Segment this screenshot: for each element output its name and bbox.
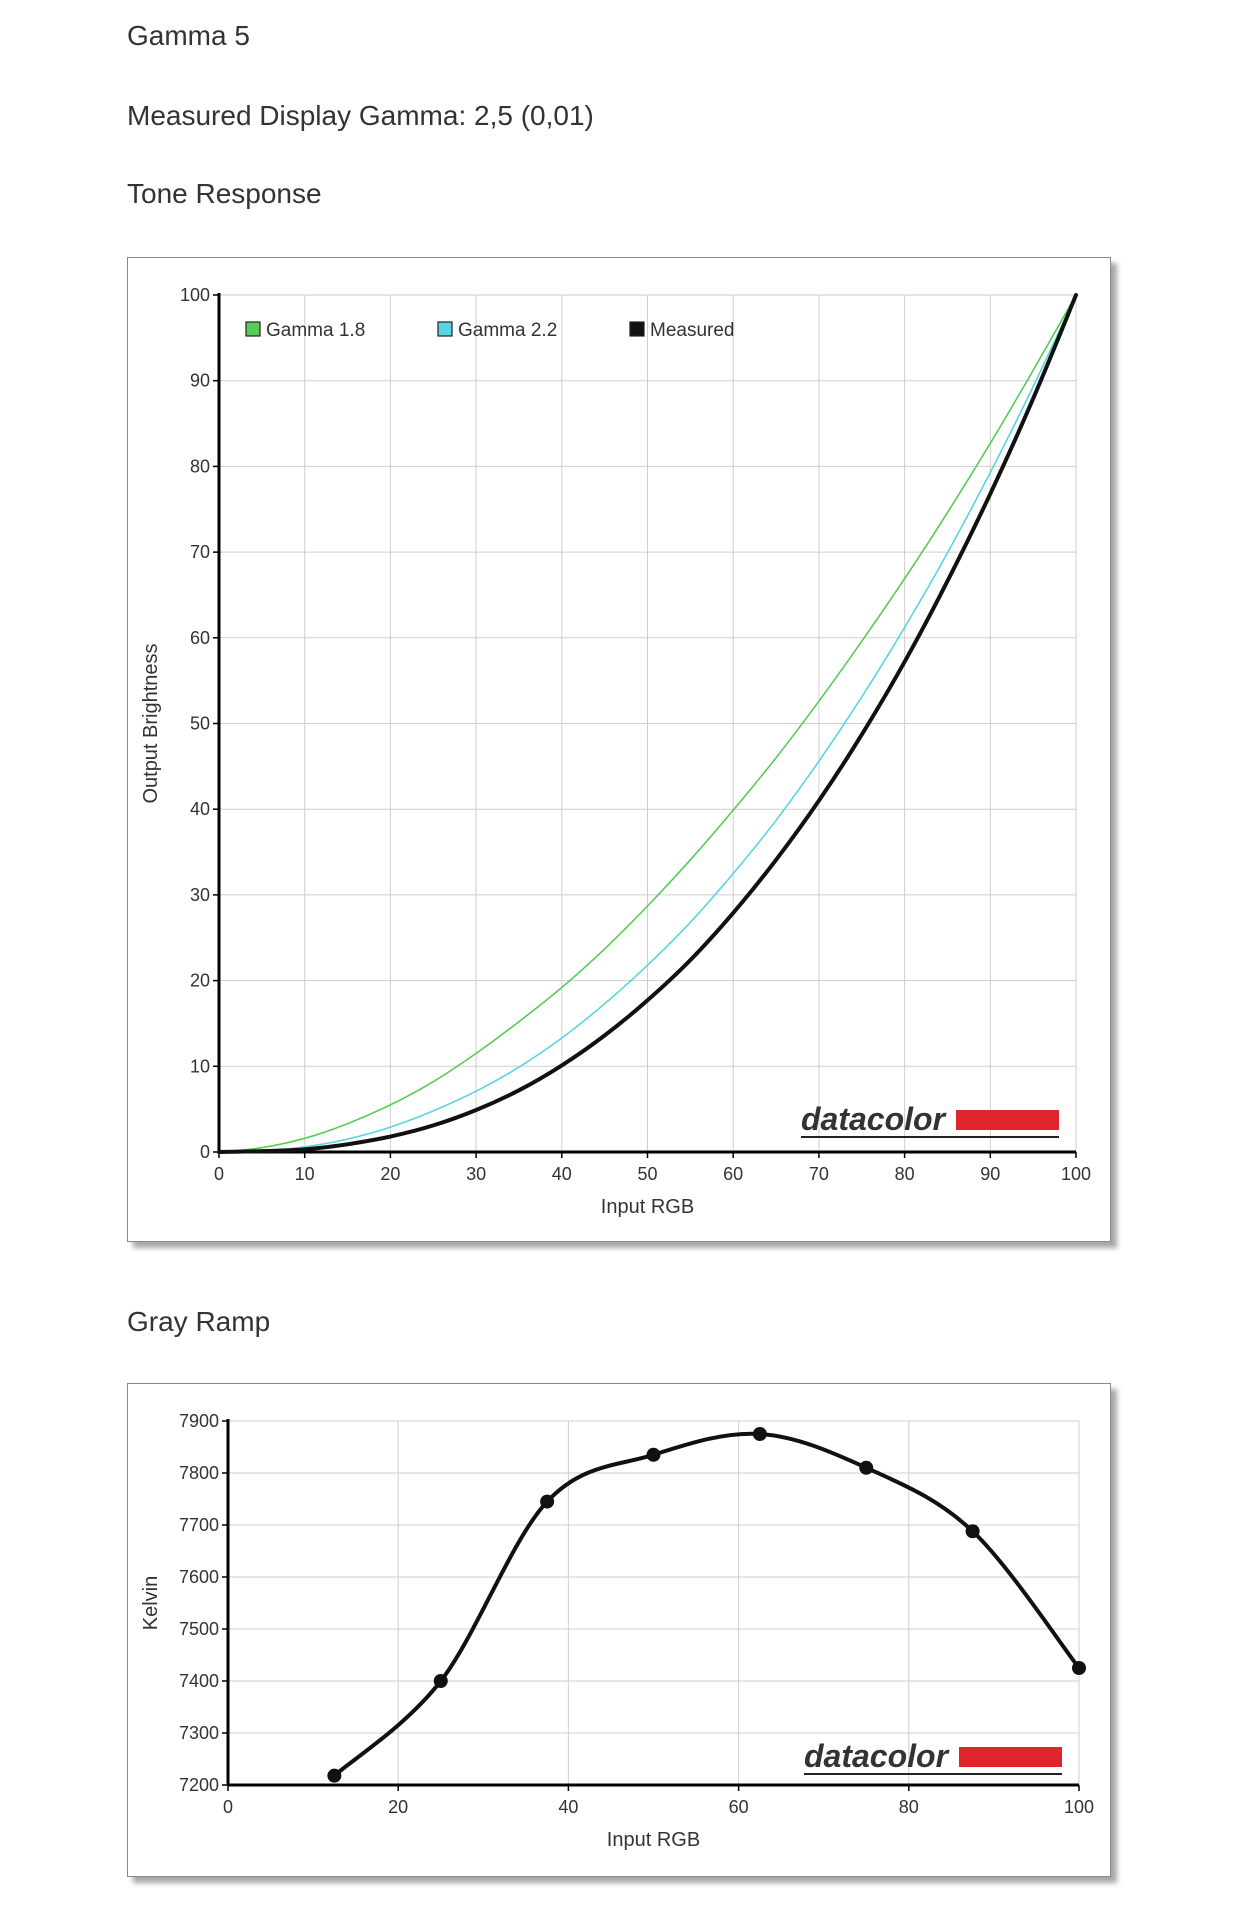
series-line-kelvin — [332, 1431, 1081, 1778]
y-axis-title: Kelvin — [140, 1576, 162, 1630]
x-tick-label: 40 — [558, 1797, 578, 1817]
watermark-logo-bar — [959, 1747, 1062, 1767]
tone-response-heading: Tone Response — [127, 178, 322, 209]
watermark-logo-text: datacolor — [801, 1101, 947, 1137]
x-tick-label: 100 — [1064, 1797, 1094, 1817]
y-tick-label: 7700 — [179, 1515, 219, 1535]
x-tick-label: 70 — [809, 1164, 829, 1184]
legend-label: Measured — [650, 320, 735, 341]
y-tick-label: 7900 — [179, 1411, 219, 1431]
y-tick-label: 100 — [180, 285, 210, 305]
gray-ramp-chart: datacolor 0 20 40 60 80 100 7200 7300 7400 7500 760… — [140, 1411, 1094, 1851]
data-point — [433, 1674, 448, 1688]
data-point — [646, 1447, 661, 1462]
legend-swatch — [245, 321, 261, 337]
series-line-gamma-1-8 — [218, 294, 1077, 1153]
x-tick-label: 50 — [637, 1164, 657, 1184]
x-tick-label: 90 — [980, 1164, 1000, 1184]
tone-response-panel: datacolor 0 10 20 30 40 50 60 70 80 90 100 0 10 20 30 40… — [127, 257, 1111, 1242]
y-tick-label: 10 — [190, 1056, 210, 1076]
gray-ramp-panel: datacolor 0 20 40 60 80 100 7200 7300 7400 7500 760… — [127, 1383, 1111, 1877]
y-tick-label: 7800 — [179, 1463, 219, 1483]
series-line-measured — [217, 293, 1078, 1154]
y-tick-label: 90 — [190, 371, 210, 391]
data-point — [965, 1524, 980, 1539]
data-point — [540, 1494, 555, 1509]
y-tick-label: 60 — [190, 628, 210, 648]
legend-label: Gamma 2.2 — [458, 320, 557, 341]
x-tick-label: 40 — [552, 1164, 572, 1184]
x-tick-label: 60 — [723, 1164, 743, 1184]
x-axis-title: Input RGB — [601, 1196, 694, 1218]
x-tick-label: 0 — [214, 1164, 224, 1184]
x-axis-title: Input RGB — [607, 1829, 700, 1851]
y-tick-label: 20 — [190, 971, 210, 991]
x-tick-label: 20 — [388, 1797, 408, 1817]
data-point — [327, 1768, 342, 1783]
page-title: Gamma 5 — [127, 20, 250, 51]
series-line-gamma-2-2 — [218, 294, 1077, 1153]
y-tick-label: 80 — [190, 456, 210, 476]
legend-swatch — [629, 321, 645, 337]
data-point — [1072, 1661, 1086, 1675]
gray-ramp-heading: Gray Ramp — [127, 1306, 271, 1337]
legend-swatch — [437, 321, 453, 337]
measured-gamma-text: Measured Display Gamma: 2,5 (0,01) — [127, 100, 594, 131]
tone-response-chart: datacolor 0 10 20 30 40 50 60 70 80 90 100 0 10 20 30 40… — [140, 285, 1091, 1218]
y-tick-label: 7600 — [179, 1567, 219, 1587]
y-axis-title: Output Brightness — [140, 643, 162, 803]
watermark-logo-bar — [956, 1110, 1059, 1130]
data-point — [859, 1460, 874, 1475]
x-tick-label: 30 — [466, 1164, 486, 1184]
x-tick-label: 10 — [295, 1164, 315, 1184]
x-tick-label: 80 — [895, 1164, 915, 1184]
x-tick-label: 80 — [899, 1797, 919, 1817]
y-tick-label: 40 — [190, 799, 210, 819]
x-tick-label: 20 — [380, 1164, 400, 1184]
y-tick-label: 7200 — [179, 1775, 219, 1795]
y-tick-label: 50 — [190, 714, 210, 734]
y-tick-label: 0 — [200, 1142, 210, 1162]
y-tick-label: 30 — [190, 885, 210, 905]
y-tick-label: 7300 — [179, 1723, 219, 1743]
y-tick-label: 7400 — [179, 1671, 219, 1691]
y-tick-label: 70 — [190, 542, 210, 562]
y-tick-label: 7500 — [179, 1619, 219, 1639]
x-tick-label: 60 — [729, 1797, 749, 1817]
watermark-logo-text: datacolor — [804, 1738, 950, 1774]
legend-label: Gamma 1.8 — [266, 320, 365, 341]
x-tick-label: 0 — [223, 1797, 233, 1817]
data-point — [752, 1427, 767, 1441]
x-tick-label: 100 — [1061, 1164, 1091, 1184]
